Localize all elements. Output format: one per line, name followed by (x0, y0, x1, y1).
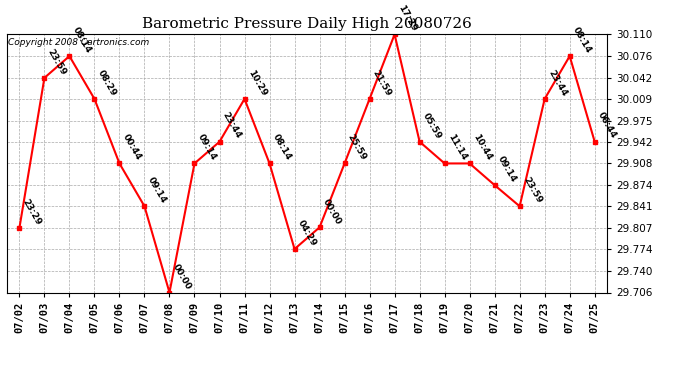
Text: 23:29: 23:29 (21, 197, 43, 226)
Text: 06:44: 06:44 (596, 111, 618, 140)
Text: 17:29: 17:29 (396, 3, 418, 33)
Text: 23:59: 23:59 (521, 176, 543, 205)
Text: Copyright 2008 Cartronics.com: Copyright 2008 Cartronics.com (8, 38, 149, 46)
Text: 00:00: 00:00 (321, 197, 343, 226)
Text: 08:14: 08:14 (571, 26, 593, 55)
Text: 10:29: 10:29 (246, 68, 268, 98)
Text: 23:44: 23:44 (221, 111, 243, 140)
Text: 08:29: 08:29 (96, 68, 118, 98)
Text: 05:59: 05:59 (421, 111, 443, 140)
Text: 08:14: 08:14 (271, 133, 293, 162)
Text: 04:29: 04:29 (296, 218, 318, 248)
Text: 09:14: 09:14 (146, 176, 168, 205)
Text: 23:59: 23:59 (46, 47, 68, 76)
Text: 25:59: 25:59 (346, 133, 368, 162)
Text: 11:14: 11:14 (446, 133, 469, 162)
Text: 00:00: 00:00 (171, 262, 193, 291)
Text: 00:44: 00:44 (121, 133, 143, 162)
Title: Barometric Pressure Daily High 20080726: Barometric Pressure Daily High 20080726 (142, 17, 472, 31)
Text: 21:59: 21:59 (371, 68, 393, 98)
Text: 10:44: 10:44 (471, 133, 493, 162)
Text: 09:14: 09:14 (496, 154, 518, 184)
Text: 23:44: 23:44 (546, 68, 569, 98)
Text: 08:14: 08:14 (71, 26, 93, 55)
Text: 09:14: 09:14 (196, 133, 218, 162)
